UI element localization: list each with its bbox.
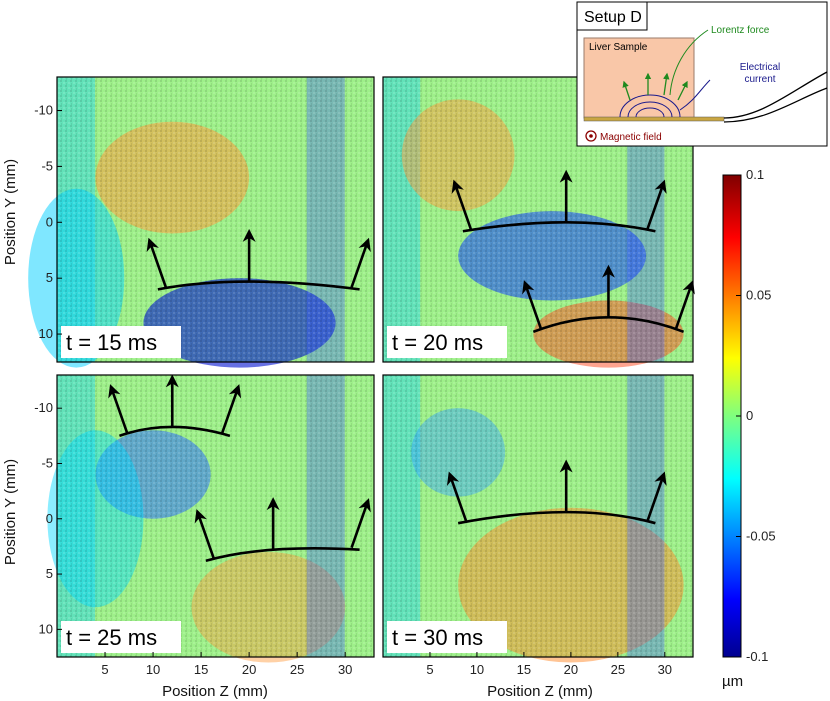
x-tick-label: 5	[101, 662, 108, 677]
propagation-arrow	[350, 237, 371, 288]
y-tick-label: 0	[46, 511, 53, 526]
setup-inset: Setup D Liver Sample Lorentz force Elect…	[576, 1, 828, 147]
magnetic-field-icon	[585, 130, 597, 142]
y-tick-label: -10	[34, 400, 53, 415]
y-tick-label: 5	[46, 270, 53, 285]
y-tick-label: 0	[46, 214, 53, 229]
plot-frame	[56, 374, 375, 658]
heatmap-noise	[57, 375, 374, 657]
time-label-box	[387, 621, 507, 653]
propagation-arrow	[146, 237, 168, 288]
time-label: t = 15 ms	[61, 326, 181, 358]
time-label-text: t = 25 ms	[66, 625, 157, 650]
current-label-line2: current	[744, 74, 775, 85]
force-pointer	[669, 29, 709, 96]
liver-sample	[583, 37, 695, 119]
y-tick-label: 10	[39, 621, 53, 636]
plot-frame	[56, 76, 375, 363]
panel-bottom-left: t = 25 ms -10 -5 0 5 10 5 10 15 20 25 30	[34, 374, 375, 677]
cable-upper	[723, 71, 828, 119]
colorbar-tick-label: 0.1	[746, 167, 764, 182]
propagation-arrow	[194, 509, 216, 560]
propagation-arrow	[220, 384, 242, 435]
x-axis-label-right: Position Z (mm)	[487, 683, 593, 700]
colorbar-tick-label: 0.05	[746, 288, 771, 303]
time-label-text: t = 30 ms	[392, 625, 483, 650]
magnetic-field-dot-icon	[589, 134, 593, 138]
colorbar-tick-label: -0.05	[746, 529, 776, 544]
x-tick-label: 30	[658, 662, 672, 677]
x-tick-label: 25	[290, 662, 304, 677]
propagation-arrow	[350, 498, 371, 549]
y-tick-label: 10	[39, 326, 53, 341]
x-tick-label: 20	[242, 662, 256, 677]
wavefront-curve	[119, 425, 231, 438]
x-tick-label: 10	[146, 662, 160, 677]
time-label: t = 30 ms	[387, 621, 507, 653]
heatmap-noise	[57, 77, 374, 362]
x-tick-label: 15	[517, 662, 531, 677]
force-arrows	[622, 72, 688, 101]
colorbar: 0.1 0.05 0 -0.05 -0.1 µm	[722, 167, 776, 690]
wavefront-curve	[457, 510, 656, 525]
propagation-arrow	[446, 471, 468, 522]
time-label: t = 25 ms	[61, 621, 181, 653]
time-label-box	[387, 326, 507, 358]
propagation-arrow	[674, 280, 695, 331]
current-pointer	[679, 79, 711, 111]
y-axis-label-bottom: Position Y (mm)	[2, 459, 19, 565]
x-tick-label: 25	[611, 662, 625, 677]
propagation-arrow	[646, 179, 667, 230]
time-label-box	[61, 326, 181, 358]
cable-lower	[723, 87, 828, 123]
x-tick-label: 10	[470, 662, 484, 677]
time-label-text: t = 20 ms	[392, 330, 483, 355]
y-tick-label: -10	[34, 103, 53, 118]
y-tick-label: -5	[41, 455, 53, 470]
current-label-line1: Electrical	[740, 62, 781, 73]
colorbar-tick-label: -0.1	[746, 649, 768, 664]
x-tick-label: 15	[194, 662, 208, 677]
heatmap-noise	[383, 375, 693, 657]
liver-sample-label: Liver Sample	[589, 42, 648, 53]
electrode-strip	[583, 116, 725, 122]
wavefront-curve	[157, 280, 360, 291]
magnetic-field-label: Magnetic field	[600, 132, 662, 143]
lorentz-force-label: Lorentz force	[711, 25, 770, 36]
x-tick-label: 5	[426, 662, 433, 677]
panel-bottom-right: t = 30 ms 5 10 15 20 25 30	[382, 374, 694, 677]
x-tick-label: 20	[564, 662, 578, 677]
y-tick-label: 5	[46, 566, 53, 581]
plot-frame	[382, 374, 694, 658]
current-loops	[619, 94, 681, 118]
x-axis-label-left: Position Z (mm)	[162, 683, 268, 700]
colorbar-tick-label: 0	[746, 408, 753, 423]
panel-top-left: t = 15 ms -10 -5 0 5 10	[28, 76, 375, 368]
x-tick-label: 30	[338, 662, 352, 677]
time-label-text: t = 15 ms	[66, 330, 157, 355]
time-label: t = 20 ms	[387, 326, 507, 358]
y-tick-label: -5	[41, 158, 53, 173]
y-axis-label-top: Position Y (mm)	[2, 159, 19, 265]
inset-title-box	[576, 1, 648, 31]
wavefront-curve	[532, 316, 685, 334]
plot-frame	[382, 76, 694, 363]
propagation-arrow	[451, 179, 473, 230]
inset-title: Setup D	[584, 9, 642, 26]
propagation-arrow	[522, 280, 543, 331]
propagation-arrow	[108, 384, 129, 435]
time-label-box	[61, 621, 181, 653]
propagation-arrow	[646, 471, 667, 522]
colorbar-unit: µm	[722, 673, 743, 690]
wavefront-curve	[205, 547, 360, 563]
